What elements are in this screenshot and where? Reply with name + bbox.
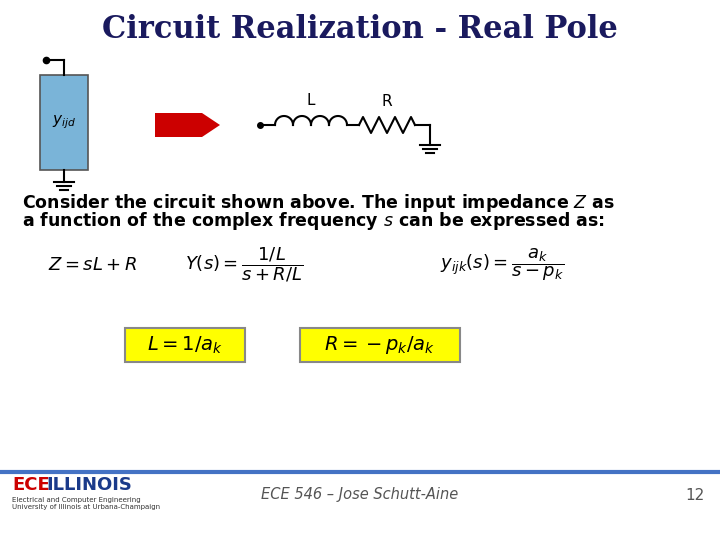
Text: R: R [382, 94, 392, 109]
Text: $Z = sL + R$: $Z = sL + R$ [48, 256, 137, 274]
Text: $L = 1/a_k$: $L = 1/a_k$ [147, 334, 223, 356]
Text: Circuit Realization - Real Pole: Circuit Realization - Real Pole [102, 15, 618, 45]
Text: University of Illinois at Urbana-Champaign: University of Illinois at Urbana-Champai… [12, 504, 160, 510]
Text: $Y(s) = \dfrac{1/L}{s + R/L}$: $Y(s) = \dfrac{1/L}{s + R/L}$ [185, 246, 304, 285]
Text: ECE 546 – Jose Schutt-Aine: ECE 546 – Jose Schutt-Aine [261, 488, 459, 503]
Text: Electrical and Computer Engineering: Electrical and Computer Engineering [12, 497, 140, 503]
Text: 12: 12 [685, 488, 705, 503]
Bar [300, 328, 460, 362]
Text: ILLINOIS: ILLINOIS [46, 476, 132, 494]
Bar [125, 328, 245, 362]
Text: $y_{ijd}$: $y_{ijd}$ [52, 114, 76, 131]
Text: Consider the circuit shown above. The input impedance $Z$ as: Consider the circuit shown above. The in… [22, 192, 615, 214]
Text: L: L [307, 93, 315, 108]
Text: a function of the complex frequency $s$ can be expressed as:: a function of the complex frequency $s$ … [22, 210, 605, 232]
Text: ECE: ECE [12, 476, 50, 494]
FancyArrow shape [155, 113, 220, 137]
Text: $y_{ijk}(s) = \dfrac{a_k}{s - p_k}$: $y_{ijk}(s) = \dfrac{a_k}{s - p_k}$ [440, 247, 564, 284]
Bar [40, 75, 88, 170]
Text: $R = -p_k / a_k$: $R = -p_k / a_k$ [325, 334, 436, 356]
